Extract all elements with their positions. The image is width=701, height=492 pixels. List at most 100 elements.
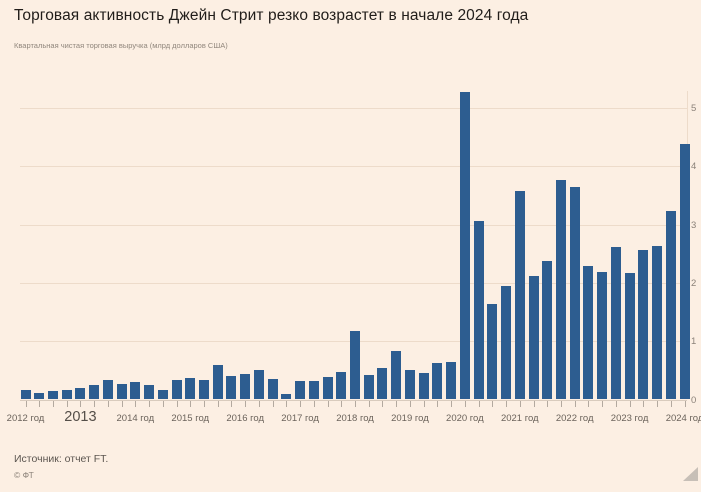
- y-axis-tick-label: 5: [691, 103, 697, 114]
- bar-2012-q2: [34, 393, 45, 400]
- x-axis-tick: [149, 400, 151, 407]
- resize-grip-icon[interactable]: [683, 467, 698, 481]
- bar-2016-q4: [281, 393, 292, 400]
- x-axis-tick: [217, 400, 219, 407]
- x-axis-tick: [52, 400, 54, 407]
- bar-2023-q4: [665, 210, 676, 400]
- x-axis-year-label: 2012 год: [6, 413, 45, 424]
- y-axis-tick-label: 2: [691, 277, 697, 289]
- x-axis-tick: [300, 400, 302, 407]
- x-axis-tick: [94, 400, 96, 407]
- x-axis-tick: [464, 400, 466, 407]
- bar-2014-q2: [144, 384, 155, 400]
- bar-2016-q1: [240, 373, 251, 400]
- x-axis-tick: [286, 400, 288, 407]
- bar-2022-q4: [610, 246, 621, 400]
- bar-2012-q1: [20, 389, 31, 400]
- bar-2018-q4: [391, 351, 402, 400]
- x-axis-tick: [355, 400, 357, 407]
- x-axis-year-label: 2014 год: [116, 413, 155, 424]
- bar-2019-q3: [432, 363, 443, 400]
- bar-2014-q1: [130, 382, 141, 400]
- x-axis-tick: [519, 400, 521, 407]
- x-axis-tick: [409, 400, 411, 407]
- x-axis-year-label: 2021 год: [500, 413, 539, 424]
- x-axis-tick: [245, 400, 247, 407]
- x-axis-tick: [547, 400, 549, 407]
- x-axis-year-label: 2023 год: [610, 413, 649, 424]
- x-axis-tick: [657, 400, 659, 407]
- bar-2012-q4: [61, 390, 72, 400]
- x-axis-tick: [670, 400, 672, 407]
- chart-subtitle: Квартальная чистая торговая выручка (млр…: [14, 41, 228, 50]
- x-axis-baseline: [20, 399, 687, 401]
- gridline: [20, 108, 687, 109]
- x-axis-tick: [203, 400, 205, 407]
- bar-2017-q1: [295, 380, 306, 400]
- x-axis-tick: [684, 400, 686, 407]
- bar-2017-q3: [322, 376, 333, 400]
- bar-2020-q3: [487, 304, 498, 400]
- bar-2016-q2: [253, 369, 264, 400]
- x-axis-tick: [602, 400, 604, 407]
- x-axis-year-label: 2017 год: [281, 413, 319, 424]
- bar-2017-q2: [308, 380, 319, 400]
- x-axis-tick: [560, 400, 562, 407]
- x-axis-tick: [492, 400, 494, 407]
- x-axis-year-label: 2018 год: [336, 413, 374, 424]
- bar-2019-q2: [418, 372, 429, 400]
- gridline: [20, 224, 687, 226]
- bar-2015-q3: [212, 364, 223, 400]
- x-axis-tick: [423, 400, 425, 407]
- x-axis-tick: [451, 400, 453, 407]
- bar-2018-q1: [350, 331, 361, 400]
- bar-2014-q3: [157, 389, 168, 400]
- bar-2014-q4: [171, 379, 182, 400]
- bar-2013-q1: [75, 388, 86, 400]
- chart-title: Торговая активность Джейн Стрит резко во…: [14, 7, 529, 24]
- bar-2021-q1: [514, 190, 525, 400]
- bar-2012-q3: [47, 391, 58, 400]
- bar-2013-q2: [89, 384, 100, 400]
- x-axis-tick: [272, 400, 274, 407]
- x-axis-tick: [574, 400, 576, 407]
- x-axis-tick: [533, 400, 535, 407]
- x-axis-year-label: 2016 год: [226, 413, 264, 424]
- x-axis-tick: [162, 400, 164, 407]
- x-axis-tick: [327, 400, 329, 407]
- bar-2017-q4: [336, 371, 347, 400]
- bar-2015-q1: [185, 377, 196, 400]
- bar-2021-q3: [542, 260, 553, 400]
- x-axis-tick: [629, 400, 631, 407]
- x-axis-year-label: 2024 год: [665, 413, 701, 424]
- bar-2022-q3: [597, 272, 608, 400]
- y-axis-tick-label: 1: [691, 336, 697, 348]
- y-axis-tick-label: 0: [691, 394, 697, 406]
- x-axis-tick: [478, 400, 480, 407]
- x-axis-year-label: 2019 год: [391, 413, 429, 424]
- bar-2015-q2: [198, 380, 209, 400]
- x-axis-tick: [368, 400, 370, 407]
- x-axis-tick: [258, 400, 260, 407]
- x-axis-tick: [135, 400, 137, 407]
- bar-2013-q3: [102, 380, 113, 400]
- x-axis-year-label: 2020 год: [446, 413, 484, 424]
- x-axis-year-label: 2013: [64, 409, 97, 425]
- x-axis-tick: [39, 400, 41, 407]
- bar-2023-q3: [652, 245, 663, 400]
- x-axis-tick: [231, 400, 233, 407]
- x-axis-tick: [190, 400, 192, 407]
- bar-2022-q1: [569, 187, 580, 400]
- x-axis-tick: [615, 400, 617, 407]
- x-axis-tick: [176, 400, 178, 407]
- bar-2019-q1: [404, 370, 415, 400]
- x-axis-tick: [25, 400, 27, 407]
- bar-2018-q2: [363, 375, 374, 400]
- bar-2023-q1: [624, 272, 635, 400]
- x-axis-tick: [313, 400, 315, 407]
- x-axis-year-label: 2022 год: [555, 413, 594, 424]
- y-axis-tick-label: 4: [691, 161, 697, 173]
- y-axis-tick-label: 3: [691, 219, 697, 231]
- bar-2015-q4: [226, 376, 237, 400]
